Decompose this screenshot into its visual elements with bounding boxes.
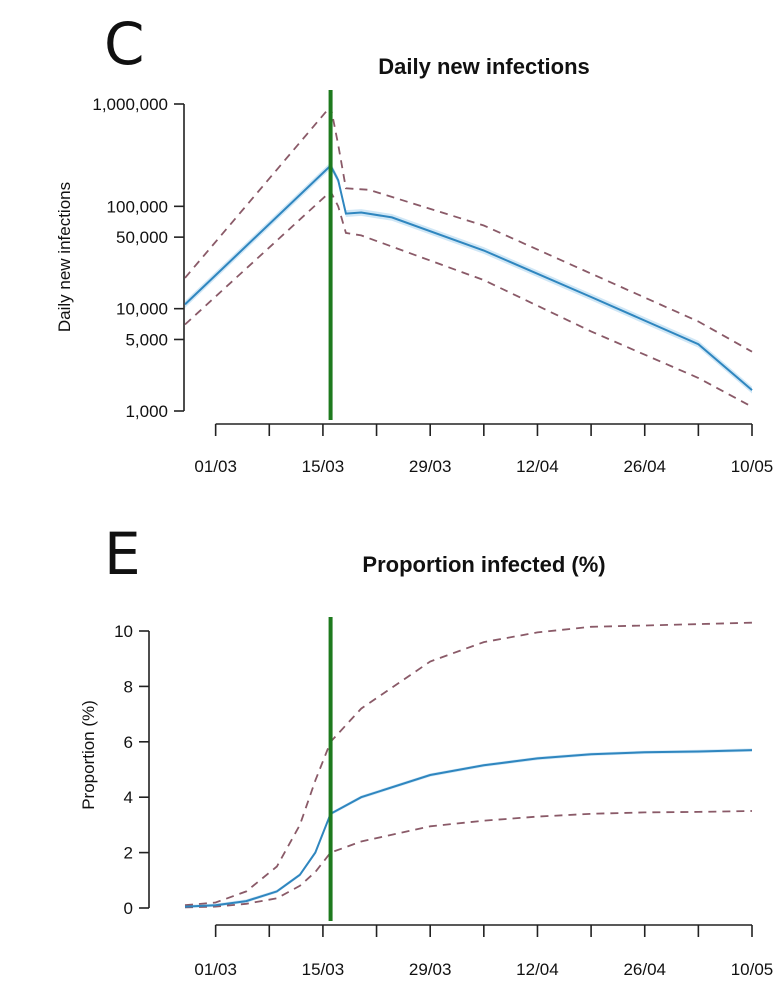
uncertainty-band (185, 162, 752, 394)
upper-interval-line (184, 104, 753, 353)
y-tick-label: 8 (124, 677, 133, 696)
y-tick-label: 4 (124, 788, 133, 807)
x-tick-label: 15/03 (302, 457, 345, 476)
y-axis-label-c: Daily new infections (55, 182, 74, 332)
y-tick-label: 100,000 (107, 197, 168, 216)
y-axis-label-e: Proportion (%) (79, 700, 98, 810)
x-tick-label: 15/03 (302, 960, 345, 979)
panel-letter-c: C (104, 10, 145, 78)
median-line (184, 749, 753, 908)
y-tick-label: 5,000 (125, 330, 168, 349)
y-tick-label: 10 (114, 622, 133, 641)
median-line (184, 163, 753, 391)
x-tick-label: 12/04 (516, 457, 559, 476)
y-tick-label: 10,000 (116, 300, 168, 319)
x-tick-label: 12/04 (516, 960, 559, 979)
y-tick-label: 6 (124, 733, 133, 752)
x-tick-label: 01/03 (194, 960, 237, 979)
upper-interval-line (184, 621, 753, 907)
y-tick-label: 2 (124, 844, 133, 863)
x-tick-label: 10/05 (731, 457, 774, 476)
panel-letter-e: E (104, 520, 141, 588)
x-tick-label: 10/05 (731, 960, 774, 979)
y-tick-label: 50,000 (116, 228, 168, 247)
uncertainty-band (185, 748, 752, 909)
x-tick-label: 26/04 (623, 960, 666, 979)
lower-interval-line (184, 189, 753, 408)
y-tick-label: 0 (124, 899, 133, 918)
panel-e: E Proportion infected (%) Proportion (%)… (79, 520, 773, 979)
x-tick-label: 01/03 (194, 457, 237, 476)
panel-c: C Daily new infections Daily new infecti… (55, 10, 773, 476)
chart-title-e: Proportion infected (%) (362, 552, 605, 577)
y-tick-label: 1,000 (125, 402, 168, 421)
x-tick-label: 26/04 (623, 457, 666, 476)
chart-title-c: Daily new infections (378, 54, 590, 79)
lower-interval-line (184, 810, 753, 909)
x-tick-label: 29/03 (409, 457, 452, 476)
x-tick-label: 29/03 (409, 960, 452, 979)
y-tick-label: 1,000,000 (92, 95, 168, 114)
